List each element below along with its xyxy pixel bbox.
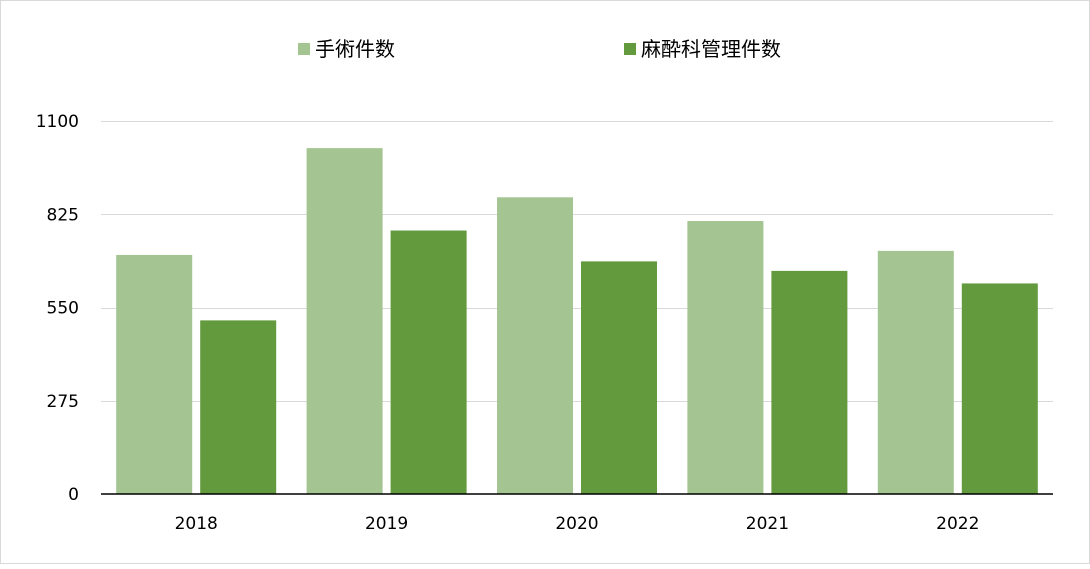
legend-swatch xyxy=(298,43,310,55)
x-tick-label: 2018 xyxy=(175,514,218,534)
bar-surgery-2021 xyxy=(687,221,764,495)
bar-anesthesia-2021 xyxy=(771,270,848,494)
bar-anesthesia-2020 xyxy=(581,261,657,494)
legend-item-surgery: 手術件数 xyxy=(298,37,395,61)
x-tick-label: 2022 xyxy=(936,514,979,534)
x-axis-ticks: 2018 2019 2020 2021 2022 xyxy=(175,514,980,534)
y-tick-label: 825 xyxy=(47,205,79,225)
y-tick-label: 275 xyxy=(47,392,79,412)
bar-anesthesia-2022 xyxy=(961,283,1038,494)
bar-anesthesia-2019 xyxy=(390,230,467,494)
bar-surgery-2019 xyxy=(306,148,383,495)
x-tick-label: 2021 xyxy=(746,514,789,534)
y-axis-ticks: 0 275 550 825 1100 xyxy=(36,112,79,505)
y-tick-label: 550 xyxy=(47,299,79,319)
bar-surgery-2018 xyxy=(116,254,193,494)
legend-swatch xyxy=(624,43,636,55)
bar-surgery-2020 xyxy=(497,197,573,494)
bars xyxy=(116,148,1038,495)
bar-surgery-2022 xyxy=(877,250,954,494)
y-tick-label: 1100 xyxy=(36,112,79,132)
y-tick-label: 0 xyxy=(68,485,79,505)
legend-label: 麻酔科管理件数 xyxy=(641,37,781,61)
legend: 手術件数 麻酔科管理件数 xyxy=(298,37,781,61)
legend-label: 手術件数 xyxy=(315,37,395,61)
x-tick-label: 2020 xyxy=(555,514,598,534)
bar-anesthesia-2018 xyxy=(200,320,277,494)
legend-item-anesthesia: 麻酔科管理件数 xyxy=(624,37,781,61)
x-tick-label: 2019 xyxy=(365,514,408,534)
